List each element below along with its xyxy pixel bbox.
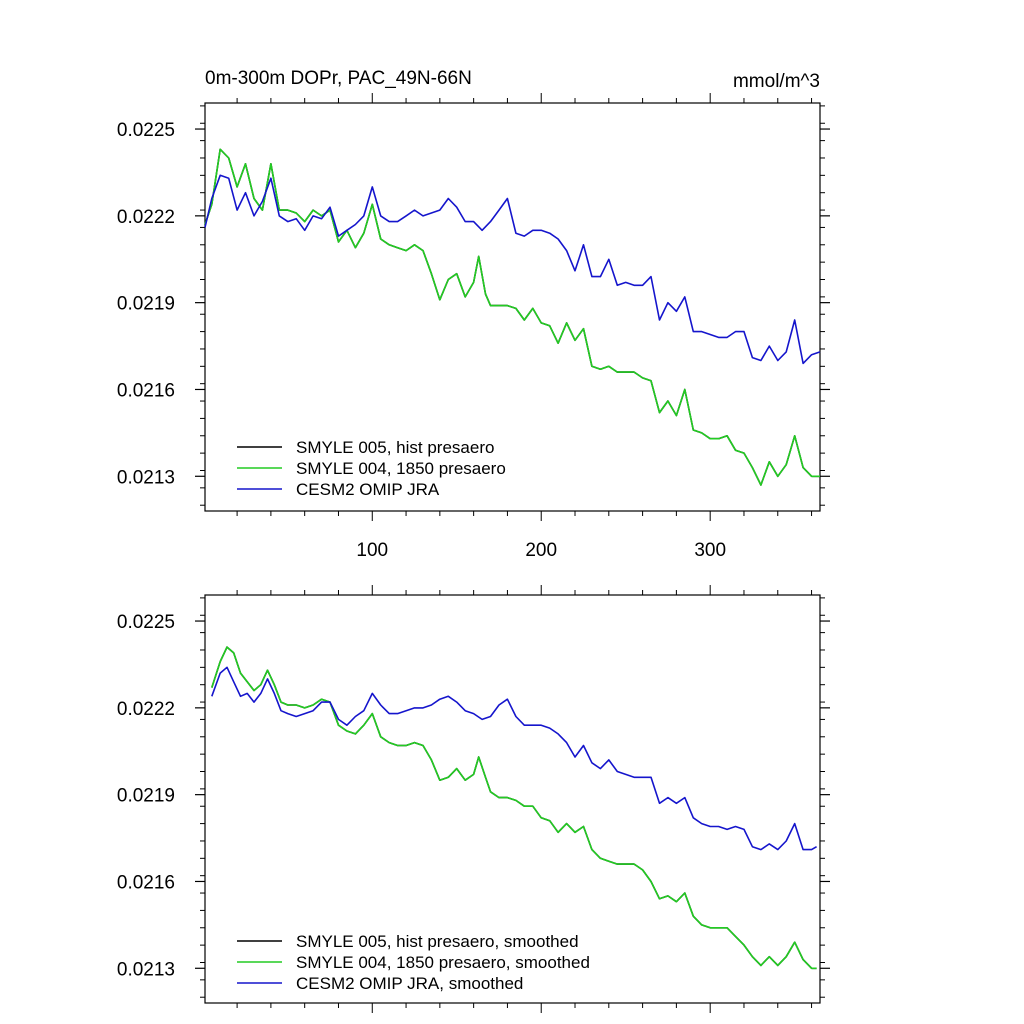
x-tick-label: 300: [694, 540, 726, 561]
y-tick-label: 0.0222: [117, 207, 175, 228]
top-panel: 0.0213 0.0216 0.0219 0.0222 0.0225 100 200 300 S…: [117, 93, 830, 561]
series-line-2: [204, 174, 821, 365]
bottom-panel: 0.0213 0.0216 0.0219 0.0222 0.0225 SMYLE 005,…: [117, 585, 830, 1013]
y-tick-label: 0.0219: [117, 786, 175, 807]
legend-label: SMYLE 005, hist presaero: [296, 438, 494, 457]
x-tick-label: 200: [525, 540, 557, 561]
legend-label: SMYLE 004, 1850 presaero, smoothed: [296, 953, 590, 972]
y-tick-label: 0.0225: [117, 612, 175, 633]
y-tick-label: 0.0225: [117, 120, 175, 141]
legend-label: CESM2 OMIP JRA, smoothed: [296, 974, 523, 993]
plot-frame: [204, 102, 821, 512]
units-label: mmol/m^3: [733, 71, 820, 92]
y-tick-label: 0.0219: [117, 294, 175, 315]
chart-title: 0m-300m DOPr, PAC_49N-66N: [205, 68, 472, 89]
y-tick-label: 0.0216: [117, 872, 175, 893]
y-tick-label: 0.0222: [117, 699, 175, 720]
y-tick-label: 0.0213: [117, 467, 175, 488]
series-line-1: [211, 646, 817, 970]
series-line-0: [211, 646, 817, 970]
y-tick-label: 0.0213: [117, 959, 175, 980]
x-tick-label: 100: [356, 540, 388, 561]
legend-label: SMYLE 005, hist presaero, smoothed: [296, 932, 579, 951]
legend-label: CESM2 OMIP JRA: [296, 480, 440, 499]
y-tick-label: 0.0216: [117, 380, 175, 401]
plot-frame: [204, 594, 821, 1004]
series-line-2: [211, 666, 818, 851]
series-line-0: [204, 148, 820, 486]
legend-label: SMYLE 004, 1850 presaero: [296, 459, 506, 478]
series-line-1: [204, 148, 820, 486]
